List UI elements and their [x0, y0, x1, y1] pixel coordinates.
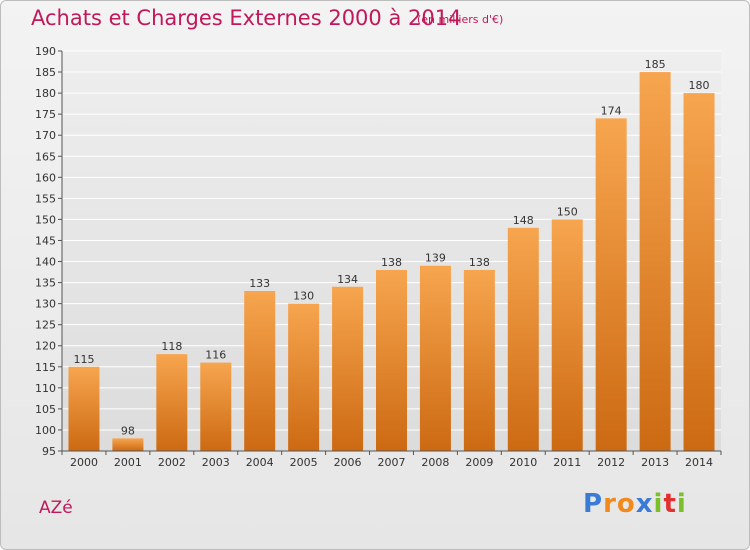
- x-tick-label: 2008: [421, 456, 449, 469]
- y-tick-label: 125: [35, 319, 56, 332]
- chart-title: Achats et Charges Externes 2000 à 2014: [31, 6, 462, 30]
- bar-2004: [244, 291, 276, 451]
- value-label: 138: [469, 256, 490, 269]
- y-tick-label: 110: [35, 382, 56, 395]
- bar-2000: [68, 366, 100, 451]
- chart-unit-note: (en milliers d'€): [417, 13, 504, 26]
- commune-name: AZé: [39, 498, 73, 518]
- bar-2003: [200, 362, 232, 451]
- bar-2002: [156, 354, 188, 451]
- x-tick-label: 2005: [290, 456, 318, 469]
- logo-letter: i: [653, 489, 664, 519]
- x-tick-label: 2002: [158, 456, 186, 469]
- y-tick-label: 160: [35, 171, 56, 184]
- bar-2001: [112, 438, 144, 451]
- y-tick-label: 135: [35, 277, 56, 290]
- y-tick-label: 105: [35, 403, 56, 416]
- value-label: 118: [161, 340, 182, 353]
- bar-2010: [507, 227, 539, 451]
- proxiti-logo: Proxiti: [583, 489, 687, 519]
- value-label: 174: [601, 104, 622, 117]
- value-label: 139: [425, 252, 446, 265]
- x-tick-label: 2010: [509, 456, 537, 469]
- bars: [68, 72, 715, 452]
- y-tick-label: 115: [35, 361, 56, 374]
- y-tick-label: 130: [35, 298, 56, 311]
- bar-2014: [683, 93, 715, 452]
- x-tick-label: 2013: [641, 456, 669, 469]
- bar-2013: [639, 72, 671, 451]
- x-tick-label: 2009: [465, 456, 493, 469]
- bar-2012: [595, 118, 627, 452]
- x-tick-label: 2011: [553, 456, 581, 469]
- value-label: 150: [557, 205, 578, 218]
- x-tick-label: 2004: [246, 456, 274, 469]
- logo-letter: P: [583, 489, 604, 519]
- x-tick-label: 2007: [378, 456, 406, 469]
- value-label: 130: [293, 290, 314, 303]
- y-tick-label: 180: [35, 87, 56, 100]
- value-label: 134: [337, 273, 358, 286]
- bar-2007: [376, 269, 407, 451]
- y-tick-label: 155: [35, 192, 56, 205]
- logo-letter: i: [676, 489, 687, 519]
- bar-2005: [288, 303, 320, 451]
- y-tick-label: 95: [42, 445, 56, 458]
- x-tick-label: 2001: [114, 456, 142, 469]
- y-tick-label: 100: [35, 424, 56, 437]
- y-tick-label: 190: [35, 45, 56, 58]
- y-axis-ticks: 95 100 105 110 115 120 125 130 135 140 145 150 155 16…: [35, 45, 62, 458]
- y-tick-label: 150: [35, 213, 56, 226]
- value-labels: 115 98 118 116 133 130 134 138 139 138 148 150 174 18…: [73, 58, 709, 437]
- x-tick-label: 2012: [597, 456, 625, 469]
- x-tick-label: 2006: [334, 456, 362, 469]
- logo-letter: o: [616, 489, 636, 519]
- y-tick-label: 175: [35, 108, 56, 121]
- value-label: 115: [73, 353, 94, 366]
- value-label: 185: [645, 58, 666, 71]
- x-tick-label: 2003: [202, 456, 230, 469]
- logo-letter: t: [663, 489, 677, 519]
- logo-letter: r: [603, 489, 617, 519]
- bar-2011: [551, 219, 583, 451]
- x-tick-label: 2014: [685, 456, 713, 469]
- y-tick-label: 120: [35, 340, 56, 353]
- logo-letter: x: [635, 489, 654, 519]
- bar-2006: [332, 286, 364, 451]
- x-tick-label: 2000: [70, 456, 98, 469]
- bar-2008: [419, 265, 451, 451]
- bar-2009: [463, 269, 495, 451]
- y-tick-label: 170: [35, 129, 56, 142]
- y-tick-label: 165: [35, 150, 56, 163]
- x-axis-ticks: 2000 2001 2002 2003 2004 2005 2006 2007 2008 2009…: [61, 451, 722, 469]
- value-label: 180: [689, 79, 710, 92]
- value-label: 116: [205, 349, 226, 362]
- y-tick-label: 140: [35, 256, 56, 269]
- value-label: 133: [249, 277, 270, 290]
- y-tick-label: 185: [35, 66, 56, 79]
- value-label: 148: [513, 214, 534, 227]
- value-label: 138: [381, 256, 402, 269]
- value-label: 98: [121, 424, 135, 437]
- y-tick-label: 145: [35, 234, 56, 247]
